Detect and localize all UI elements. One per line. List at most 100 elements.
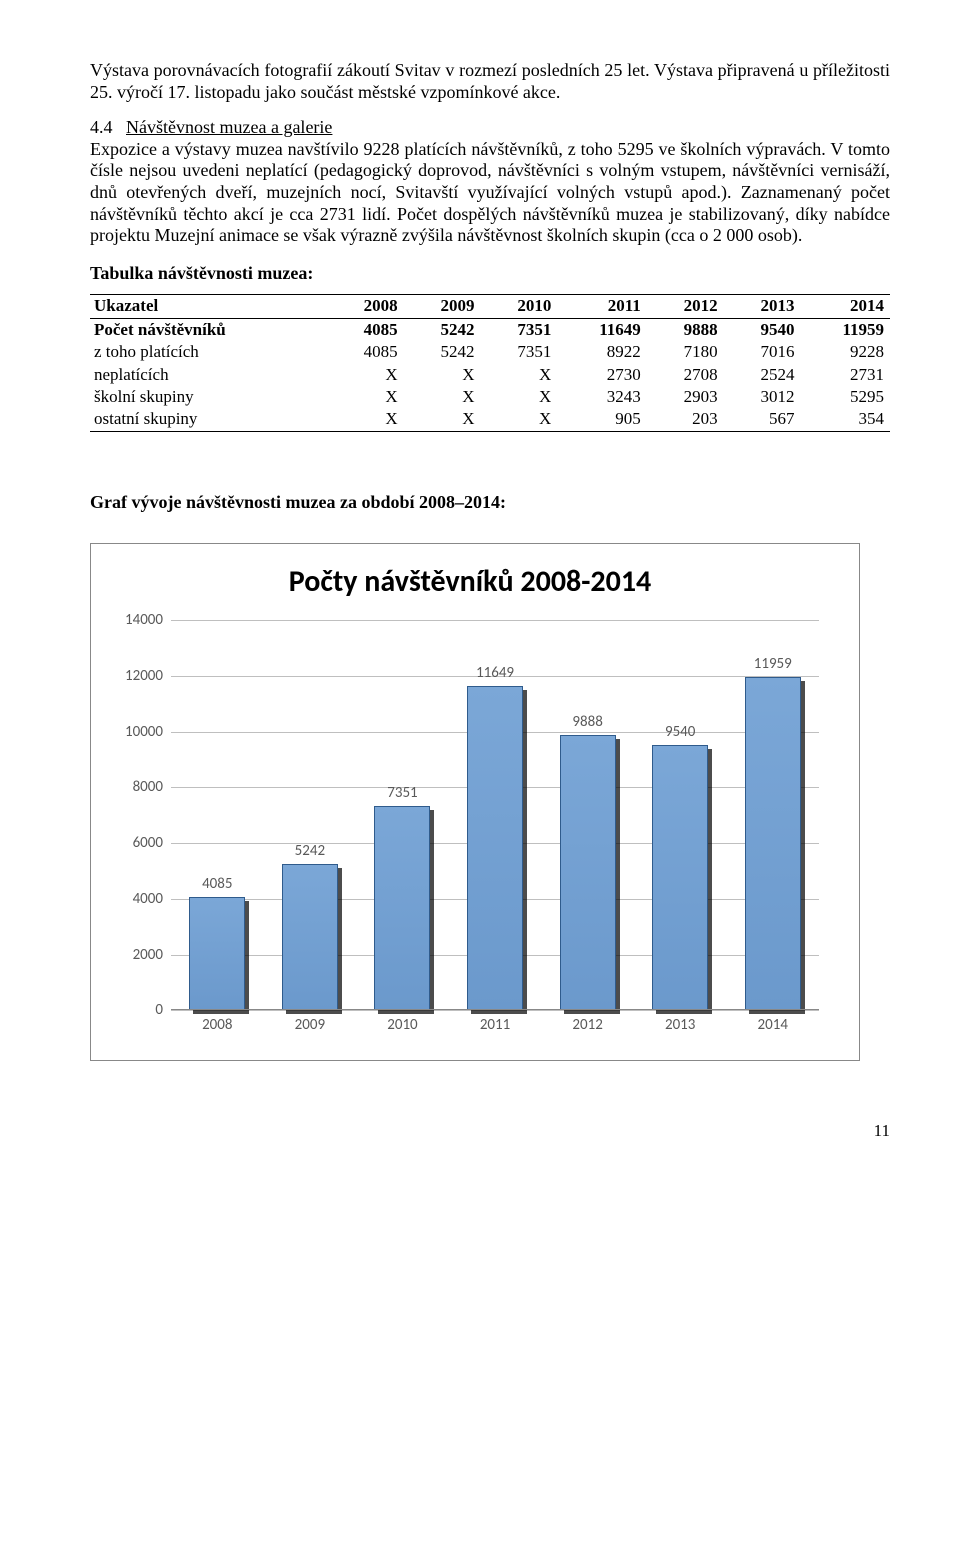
chart-bar [560,735,616,1010]
td: 2708 [647,364,724,386]
chart-bar-value-label: 4085 [202,875,232,893]
td: 11649 [557,318,646,341]
td: 2903 [647,386,724,408]
th: 2012 [647,295,724,318]
chart-x-tick-label: 2011 [449,1016,542,1034]
td: 4085 [327,341,404,363]
td: X [327,408,404,431]
td: X [480,364,557,386]
th: 2011 [557,295,646,318]
table-header-row: Ukazatel 2008 2009 2010 2011 2012 2013 2… [90,295,890,318]
section-heading: 4.4 Návštěvnost muzea a galerie [90,117,890,139]
th: 2009 [404,295,481,318]
td: X [404,364,481,386]
th: 2010 [480,295,557,318]
chart-bar-value-label: 9888 [572,713,602,731]
chart-x-tick-label: 2014 [726,1016,819,1034]
chart-bar-slot: 4085 [171,620,264,1010]
chart-bar-face [189,897,245,1011]
chart-bar-face [282,864,338,1010]
chart-bar-value-label: 7351 [387,784,417,802]
td: X [480,408,557,431]
td: ostatní skupiny [90,408,327,431]
td: X [327,386,404,408]
table-heading: Tabulka návštěvnosti muzea: [90,263,890,285]
th: Ukazatel [90,295,327,318]
td: 905 [557,408,646,431]
chart-bar-face [745,677,801,1010]
td: 3012 [724,386,801,408]
th: 2014 [800,295,890,318]
table-row: školní skupiny X X X 3243 2903 3012 5295 [90,386,890,408]
td: 203 [647,408,724,431]
td: X [480,386,557,408]
td: 5242 [404,341,481,363]
attendance-chart: Počty návštěvníků 2008-2014 020004000600… [90,543,860,1061]
chart-x-tick-label: 2008 [171,1016,264,1034]
table-row: z toho platících 4085 5242 7351 8922 718… [90,341,890,363]
td: 2524 [724,364,801,386]
chart-bar-value-label: 11959 [754,655,792,673]
td: X [327,364,404,386]
td: 354 [800,408,890,431]
chart-bar-value-label: 11649 [476,664,514,682]
td: 2731 [800,364,890,386]
chart-bar [652,745,708,1011]
chart-x-tick-label: 2012 [541,1016,634,1034]
td: 7180 [647,341,724,363]
intro-paragraph: Výstava porovnávacích fotografií zákoutí… [90,60,890,103]
chart-bar-face [560,735,616,1010]
td: 7351 [480,341,557,363]
td: 5295 [800,386,890,408]
td: X [404,386,481,408]
td: 3243 [557,386,646,408]
td: 5242 [404,318,481,341]
td: 8922 [557,341,646,363]
chart-y-tick-label: 8000 [113,778,163,796]
td: neplatících [90,364,327,386]
chart-bar-slot: 7351 [356,620,449,1010]
chart-x-tick-label: 2010 [356,1016,449,1034]
section-number: 4.4 [90,117,113,137]
chart-bar-value-label: 9540 [665,723,695,741]
chart-y-tick-label: 14000 [113,611,163,629]
chart-bar-slot: 11959 [726,620,819,1010]
chart-bar [282,864,338,1010]
chart-bar [467,686,523,1011]
chart-x-tick-label: 2009 [264,1016,357,1034]
chart-bar-slot: 9888 [541,620,634,1010]
chart-y-tick-label: 12000 [113,667,163,685]
attendance-table: Ukazatel 2008 2009 2010 2011 2012 2013 2… [90,294,890,431]
chart-plot-area: 0200040006000800010000120001400040855242… [171,620,819,1040]
chart-bars: 4085 5242 7351 11649 9888 9540 11959 [171,620,819,1010]
td: z toho platících [90,341,327,363]
chart-y-tick-label: 4000 [113,890,163,908]
td: školní skupiny [90,386,327,408]
td: 2730 [557,364,646,386]
chart-y-tick-label: 2000 [113,946,163,964]
chart-y-tick-label: 10000 [113,723,163,741]
chart-bar [374,806,430,1011]
page-number: 11 [90,1121,890,1141]
chart-bar-slot: 9540 [634,620,727,1010]
table-row: Počet návštěvníků 4085 5242 7351 11649 9… [90,318,890,341]
td: 9228 [800,341,890,363]
body-paragraph: Expozice a výstavy muzea navštívilo 9228… [90,139,890,247]
chart-section-heading: Graf vývoje návštěvnosti muzea za období… [90,492,890,514]
chart-y-tick-label: 6000 [113,834,163,852]
chart-bar-value-label: 5242 [295,842,325,860]
td: 4085 [327,318,404,341]
chart-bar-face [467,686,523,1011]
chart-bar-slot: 11649 [449,620,542,1010]
td: 567 [724,408,801,431]
td: 7016 [724,341,801,363]
td: X [404,408,481,431]
table-row: ostatní skupiny X X X 905 203 567 354 [90,408,890,431]
td: Počet návštěvníků [90,318,327,341]
td: 9888 [647,318,724,341]
chart-title: Počty návštěvníků 2008-2014 [111,564,829,600]
chart-x-axis: 2008200920102011201220132014 [171,1009,819,1040]
chart-bar [189,897,245,1011]
td: 7351 [480,318,557,341]
th: 2008 [327,295,404,318]
